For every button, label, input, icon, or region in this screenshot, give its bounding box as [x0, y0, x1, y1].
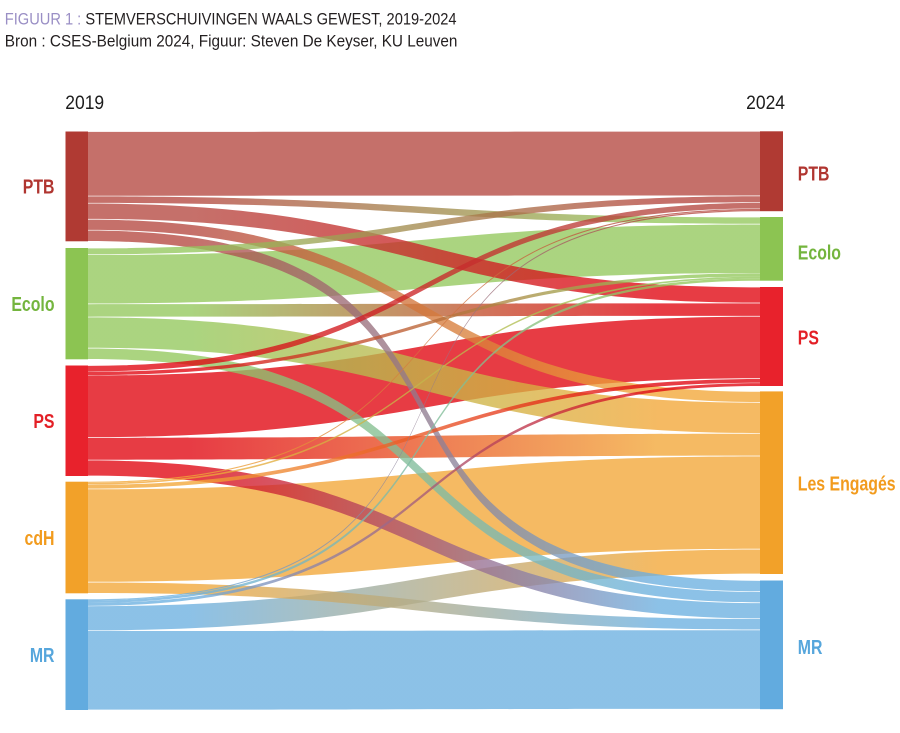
svg-text:Les Engagés: Les Engagés — [798, 471, 896, 495]
svg-text:PTB: PTB — [798, 161, 830, 185]
svg-text:Ecolo: Ecolo — [11, 292, 54, 316]
svg-text:cdH: cdH — [25, 526, 55, 550]
svg-text:2019: 2019 — [65, 91, 104, 113]
svg-text:PS: PS — [33, 409, 54, 433]
svg-text:FIGUUR 1 : STEMVERSCHUIVINGEN: FIGUUR 1 : STEMVERSCHUIVINGEN WAALS GEWE… — [5, 11, 457, 29]
svg-text:Bron : CSES-Belgium 2024, Figu: Bron : CSES-Belgium 2024, Figuur: Steven… — [5, 32, 458, 51]
svg-text:Ecolo: Ecolo — [798, 241, 841, 265]
svg-text:MR: MR — [30, 643, 55, 667]
svg-text:PS: PS — [798, 326, 819, 350]
svg-text:PTB: PTB — [23, 175, 55, 199]
svg-text:MR: MR — [798, 635, 823, 659]
svg-text:2024: 2024 — [746, 91, 785, 113]
